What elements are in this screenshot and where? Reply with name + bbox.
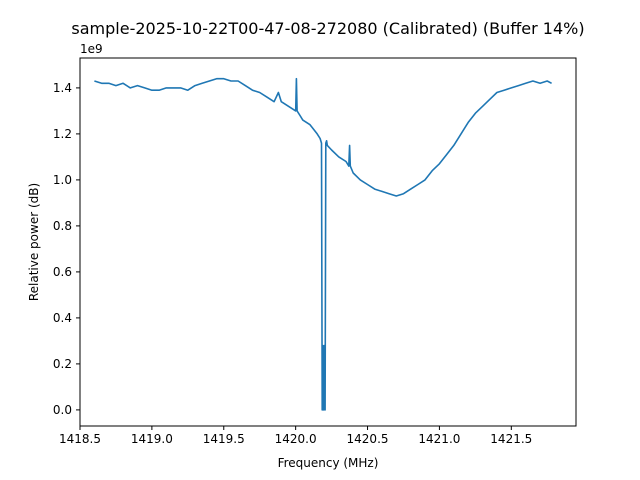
series-layer bbox=[94, 77, 552, 411]
y-tick-label: 0.0 bbox=[53, 403, 72, 417]
x-tick-label: 1420.0 bbox=[275, 432, 317, 446]
plot-frame bbox=[79, 57, 577, 427]
y-tick-label: 0.6 bbox=[53, 265, 72, 279]
x-tick-label: 1418.5 bbox=[59, 432, 101, 446]
y-tick-label: 1.4 bbox=[53, 81, 72, 95]
x-tick-label: 1420.5 bbox=[347, 432, 389, 446]
y-tick-label: 1.0 bbox=[53, 173, 72, 187]
series-line bbox=[94, 77, 552, 411]
axis-ticks: 1418.5 1419.0 1419.5 1420.0 1420.5 1421.0 1421… bbox=[53, 81, 532, 446]
y-tick-label: 0.2 bbox=[53, 357, 72, 371]
y-offset-label: 1e9 bbox=[80, 42, 103, 56]
x-tick-label: 1419.0 bbox=[131, 432, 173, 446]
y-axis-label: Relative power (dB) bbox=[27, 183, 41, 301]
y-tick-label: 0.8 bbox=[53, 219, 72, 233]
chart-title: sample-2025-10-22T00-47-08-272080 (Calib… bbox=[71, 19, 584, 38]
y-tick-label: 1.2 bbox=[53, 127, 72, 141]
y-tick-label: 0.4 bbox=[53, 311, 72, 325]
x-tick-label: 1421.5 bbox=[490, 432, 532, 446]
x-tick-label: 1421.0 bbox=[418, 432, 460, 446]
x-tick-label: 1419.5 bbox=[203, 432, 245, 446]
x-axis-label: Frequency (MHz) bbox=[278, 456, 379, 470]
